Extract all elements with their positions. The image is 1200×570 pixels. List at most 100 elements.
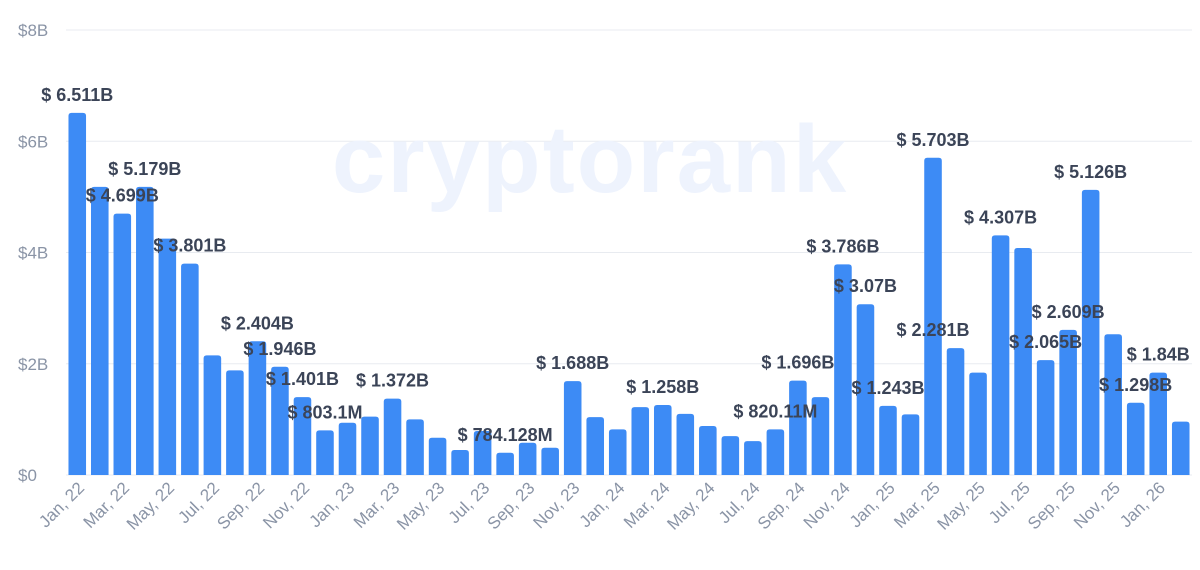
x-tick-label: Jan, 22 — [35, 478, 88, 531]
x-tick-label: Sep, 25 — [1024, 478, 1079, 533]
data-labels: $ 6.511B $ 5.179B $ 4.699B $ 3.801B $ 2.404B… — [41, 85, 1190, 445]
x-tick-label: May, 25 — [934, 478, 989, 533]
bar[interactable] — [541, 447, 559, 475]
bar[interactable] — [563, 381, 582, 475]
bar[interactable] — [991, 235, 1010, 475]
x-tick-label: Nov, 25 — [1070, 478, 1124, 532]
bar[interactable] — [271, 366, 289, 475]
bar[interactable] — [924, 157, 942, 475]
data-label: $ 4.699B — [86, 186, 159, 206]
x-tick-label: May, 22 — [123, 478, 178, 533]
x-tick-label: Nov, 23 — [530, 478, 584, 532]
y-tick-label: $8B — [18, 21, 48, 40]
bar[interactable] — [721, 436, 740, 475]
bar[interactable] — [653, 405, 672, 475]
bars — [68, 112, 1190, 476]
data-label: $ 1.243B — [851, 378, 924, 398]
data-label: $ 1.258B — [626, 377, 699, 397]
data-label: $ 1.946B — [243, 339, 316, 359]
bar[interactable] — [699, 426, 717, 475]
data-label: $ 5.126B — [1054, 162, 1127, 182]
bar[interactable] — [879, 405, 897, 475]
bar[interactable] — [1104, 334, 1122, 475]
bar[interactable] — [834, 264, 852, 475]
x-tick-label: Jan, 26 — [1116, 478, 1169, 531]
bar[interactable] — [676, 413, 695, 475]
bar[interactable] — [1149, 372, 1168, 475]
bar[interactable] — [248, 341, 267, 475]
x-tick-label: Nov, 24 — [800, 478, 854, 532]
data-label: $ 1.84B — [1127, 345, 1190, 365]
data-label: $ 820.11M — [733, 401, 817, 421]
x-tick-label: Jan, 23 — [305, 478, 358, 531]
bar[interactable] — [90, 186, 109, 475]
data-label: $ 3.801B — [153, 236, 226, 256]
x-tick-label: May, 23 — [393, 478, 448, 533]
y-tick-label: $6B — [18, 132, 48, 151]
bar[interactable] — [496, 452, 514, 475]
data-label: $ 5.703B — [896, 130, 969, 150]
bar[interactable] — [293, 397, 312, 475]
x-tick-label: Jan, 24 — [576, 478, 629, 531]
bar[interactable] — [451, 449, 469, 475]
bar[interactable] — [68, 112, 87, 475]
bar[interactable] — [608, 429, 627, 475]
data-label: $ 2.065B — [1009, 332, 1082, 352]
bar[interactable] — [766, 429, 785, 475]
data-label: $ 2.609B — [1032, 302, 1105, 322]
data-label: $ 3.07B — [834, 276, 897, 296]
bar[interactable] — [203, 355, 222, 475]
bar[interactable] — [428, 437, 447, 475]
data-label: $ 1.688B — [536, 353, 609, 373]
bar[interactable] — [586, 417, 605, 475]
bar[interactable] — [158, 238, 177, 475]
bar[interactable] — [1081, 189, 1100, 475]
data-label: $ 1.696B — [761, 353, 834, 373]
data-label: $ 1.372B — [356, 371, 429, 391]
bar[interactable] — [1126, 402, 1145, 475]
bar[interactable] — [946, 348, 965, 475]
data-label: $ 5.179B — [108, 159, 181, 179]
bar[interactable] — [901, 414, 920, 475]
data-label: $ 6.511B — [41, 85, 113, 105]
bar[interactable] — [1036, 360, 1055, 475]
x-tick-label: Sep, 22 — [213, 478, 268, 533]
bar[interactable] — [473, 431, 492, 475]
bar[interactable] — [1171, 421, 1190, 475]
bar[interactable] — [136, 186, 154, 475]
bar[interactable] — [361, 416, 379, 475]
bar[interactable] — [1014, 248, 1032, 475]
watermark-logo: cryptorank — [332, 106, 848, 213]
bar[interactable] — [969, 372, 987, 475]
bar[interactable] — [1059, 329, 1077, 475]
data-label: $ 784.128M — [458, 425, 553, 445]
y-axis: $0 $2B $4B $6B $8B — [18, 21, 48, 485]
bar[interactable] — [811, 397, 830, 475]
data-label: $ 4.307B — [964, 207, 1037, 227]
data-label: $ 1.298B — [1099, 375, 1172, 395]
x-tick-label: Nov, 22 — [259, 478, 313, 532]
data-label: $ 3.786B — [806, 236, 879, 256]
bar[interactable] — [383, 398, 402, 475]
data-label: $ 803.1M — [287, 402, 362, 422]
bar[interactable] — [518, 442, 537, 475]
bar[interactable] — [789, 380, 807, 475]
bar[interactable] — [338, 422, 357, 475]
bar[interactable] — [856, 304, 875, 475]
x-tick-label: Sep, 24 — [754, 478, 809, 533]
x-tick-label: Jan, 25 — [846, 478, 899, 531]
y-tick-label: $0 — [18, 466, 37, 485]
bar[interactable] — [181, 263, 199, 475]
data-label: $ 2.281B — [896, 320, 969, 340]
y-tick-label: $4B — [18, 244, 48, 263]
bar[interactable] — [631, 407, 650, 475]
bar[interactable] — [226, 370, 244, 475]
bar[interactable] — [406, 419, 424, 475]
x-tick-label: May, 24 — [663, 478, 718, 533]
bar[interactable] — [316, 430, 334, 475]
data-label: $ 2.404B — [221, 313, 294, 333]
bar[interactable] — [744, 441, 762, 475]
bar[interactable] — [113, 213, 132, 476]
